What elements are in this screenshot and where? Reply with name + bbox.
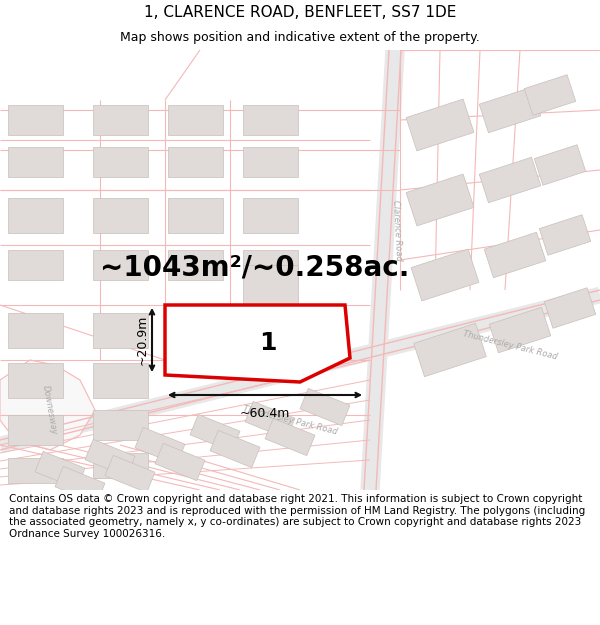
Text: Downesway: Downesway <box>41 384 59 436</box>
Bar <box>242 250 298 280</box>
Bar <box>242 198 298 232</box>
Bar <box>479 88 541 132</box>
Bar <box>85 439 135 477</box>
Bar <box>242 265 298 365</box>
Bar <box>411 249 479 301</box>
Bar <box>7 362 62 398</box>
Bar <box>167 198 223 232</box>
Text: 1: 1 <box>259 331 277 355</box>
Bar <box>155 443 205 481</box>
Bar <box>92 452 148 478</box>
Bar <box>524 75 576 115</box>
Bar <box>92 250 148 280</box>
Bar <box>7 250 62 280</box>
Bar <box>265 418 315 456</box>
Bar <box>7 147 62 177</box>
Bar <box>167 250 223 280</box>
Bar <box>479 158 541 202</box>
Bar <box>92 362 148 398</box>
Bar <box>92 105 148 135</box>
Bar <box>135 428 185 464</box>
Bar <box>242 147 298 177</box>
Bar <box>167 105 223 135</box>
Text: ~1043m²/~0.258ac.: ~1043m²/~0.258ac. <box>100 254 410 282</box>
Text: Map shows position and indicative extent of the property.: Map shows position and indicative extent… <box>120 31 480 44</box>
Bar <box>539 215 591 255</box>
Bar <box>92 198 148 232</box>
Bar <box>300 388 350 426</box>
Bar <box>7 105 62 135</box>
Bar <box>484 232 546 278</box>
Bar <box>242 105 298 135</box>
Bar <box>406 174 474 226</box>
Bar <box>406 99 474 151</box>
Bar <box>413 323 487 377</box>
Bar <box>7 458 62 482</box>
Bar <box>35 451 85 489</box>
Bar <box>544 288 596 328</box>
Bar <box>245 401 295 439</box>
Bar <box>105 456 155 493</box>
Text: ~20.9m: ~20.9m <box>136 315 149 365</box>
Bar <box>7 198 62 232</box>
Bar <box>534 145 586 185</box>
Text: 1, CLARENCE ROAD, BENFLEET, SS7 1DE: 1, CLARENCE ROAD, BENFLEET, SS7 1DE <box>144 5 456 20</box>
Bar <box>7 415 62 445</box>
Bar <box>167 147 223 177</box>
Text: ~60.4m: ~60.4m <box>240 407 290 420</box>
Polygon shape <box>165 305 350 382</box>
Bar <box>190 414 240 452</box>
Bar <box>92 410 148 440</box>
Text: Contains OS data © Crown copyright and database right 2021. This information is : Contains OS data © Crown copyright and d… <box>9 494 585 539</box>
Bar <box>55 466 105 504</box>
Polygon shape <box>0 360 95 450</box>
Bar <box>210 431 260 468</box>
Bar <box>92 312 148 348</box>
Bar <box>7 312 62 348</box>
Text: Thundersley Park Road: Thundersley Park Road <box>242 404 338 436</box>
Bar <box>489 308 551 352</box>
Text: Clarence Road: Clarence Road <box>391 199 403 261</box>
Text: Thundersley Park Road: Thundersley Park Road <box>462 329 558 361</box>
Bar <box>92 147 148 177</box>
